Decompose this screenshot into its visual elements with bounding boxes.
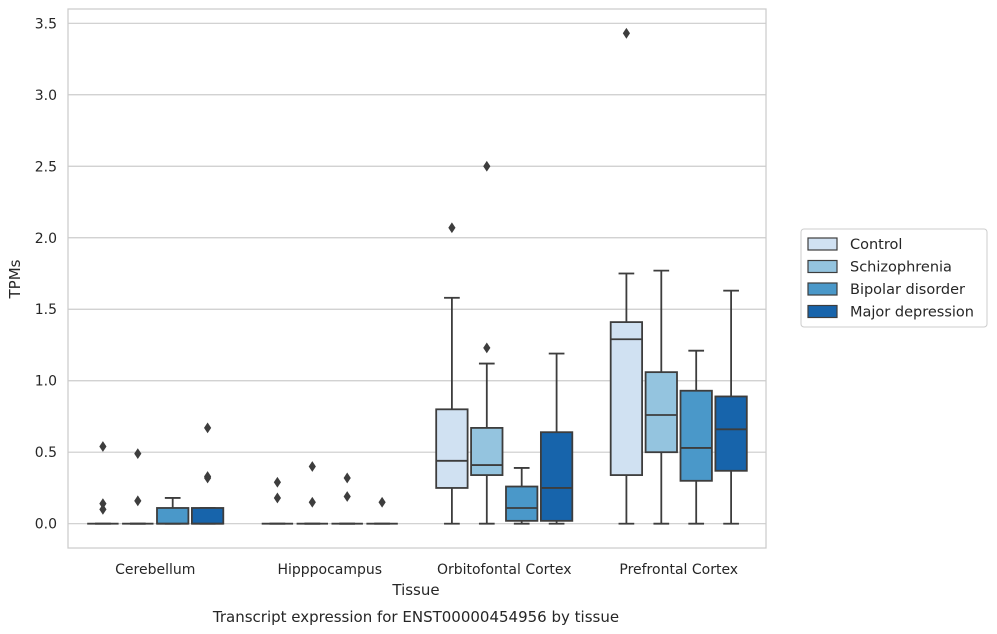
legend-swatch — [807, 304, 838, 319]
outlier-point — [448, 222, 456, 234]
y-tick-label: 2.0 — [35, 231, 57, 247]
box-3-3 — [714, 289, 748, 525]
outlier-point — [343, 491, 351, 502]
x-axis-label: Tissue — [391, 581, 439, 599]
box-1-3 — [366, 496, 398, 525]
legend-label: Major depression — [850, 305, 974, 321]
box-iqr — [470, 427, 504, 476]
y-tick-labels: 0.0 0.5 1.0 1.5 2.0 2.5 3.0 3.5 — [35, 16, 57, 532]
y-tick-label: 1.0 — [35, 374, 57, 390]
box-0-2 — [156, 497, 190, 525]
box-3-2 — [679, 349, 713, 525]
legend-label: Bipolar disorder — [850, 282, 965, 298]
box-1-2 — [331, 472, 363, 525]
outlier-point — [99, 498, 107, 510]
legend-swatch — [807, 282, 838, 296]
outlier-point — [483, 160, 491, 172]
box-2-0 — [435, 222, 469, 525]
box-0-1 — [122, 448, 154, 525]
box-2-3 — [539, 352, 574, 525]
y-axis-label: TPMs — [6, 259, 24, 299]
outlier-point — [273, 492, 281, 504]
legend-swatch — [807, 259, 838, 274]
outlier-point — [273, 476, 281, 488]
legend-frame — [800, 228, 988, 328]
gridlines — [68, 22, 766, 525]
x-tick-label: Cerebellum — [115, 562, 195, 578]
plot-frame — [67, 8, 767, 549]
box-2-2 — [505, 467, 539, 525]
y-tick-label: 0.5 — [35, 445, 57, 461]
box-iqr — [190, 507, 225, 525]
box-iqr — [435, 408, 469, 489]
box-iqr — [714, 395, 748, 472]
box-1-0 — [261, 476, 294, 525]
y-tick-label: 3.5 — [35, 16, 57, 32]
chart-title: Transcript expression for ENST0000045495… — [212, 608, 619, 626]
y-tick-label: 3.0 — [35, 88, 57, 104]
outlier-point — [308, 461, 316, 472]
outlier-point — [134, 448, 142, 460]
box-1-1 — [296, 461, 329, 525]
outlier-point — [99, 441, 107, 452]
box-iqr — [679, 389, 713, 482]
boxes-layer — [87, 27, 748, 525]
box-3-0 — [609, 27, 644, 525]
outlier-point — [483, 342, 491, 354]
outlier-point — [204, 422, 212, 434]
box-2-1 — [470, 160, 504, 525]
box-iqr — [156, 507, 190, 525]
x-tick-label: Hipppocampus — [277, 562, 382, 578]
box-0-0 — [87, 441, 119, 525]
box-iqr — [505, 485, 539, 522]
outlier-point — [308, 496, 316, 508]
y-tick-label: 0.0 — [35, 517, 57, 533]
box-0-3 — [190, 422, 225, 525]
outlier-point — [343, 472, 351, 484]
outlier-point — [204, 472, 212, 484]
box-iqr — [539, 431, 574, 522]
legend-label: Control — [850, 237, 902, 253]
outlier-point — [378, 496, 386, 508]
legend-swatch — [807, 237, 838, 251]
box-iqr — [644, 371, 678, 454]
x-tick-label: Prefrontal Cortex — [619, 562, 738, 578]
legend: Control Schizophrenia Bipolar disorder Majo… — [800, 228, 988, 328]
x-tick-labels: Cerebellum Hipppocampus Orbitofontal Corte… — [115, 562, 738, 578]
box-iqr — [609, 321, 644, 476]
y-tick-label: 2.5 — [35, 159, 57, 175]
legend-label: Schizophrenia — [850, 260, 952, 276]
box-3-1 — [644, 269, 678, 525]
y-tick-label: 1.5 — [35, 302, 57, 318]
x-tick-label: Orbitofontal Cortex — [437, 562, 572, 578]
outlier-point — [134, 495, 142, 507]
outlier-point — [99, 503, 107, 515]
outlier-point — [622, 27, 630, 39]
